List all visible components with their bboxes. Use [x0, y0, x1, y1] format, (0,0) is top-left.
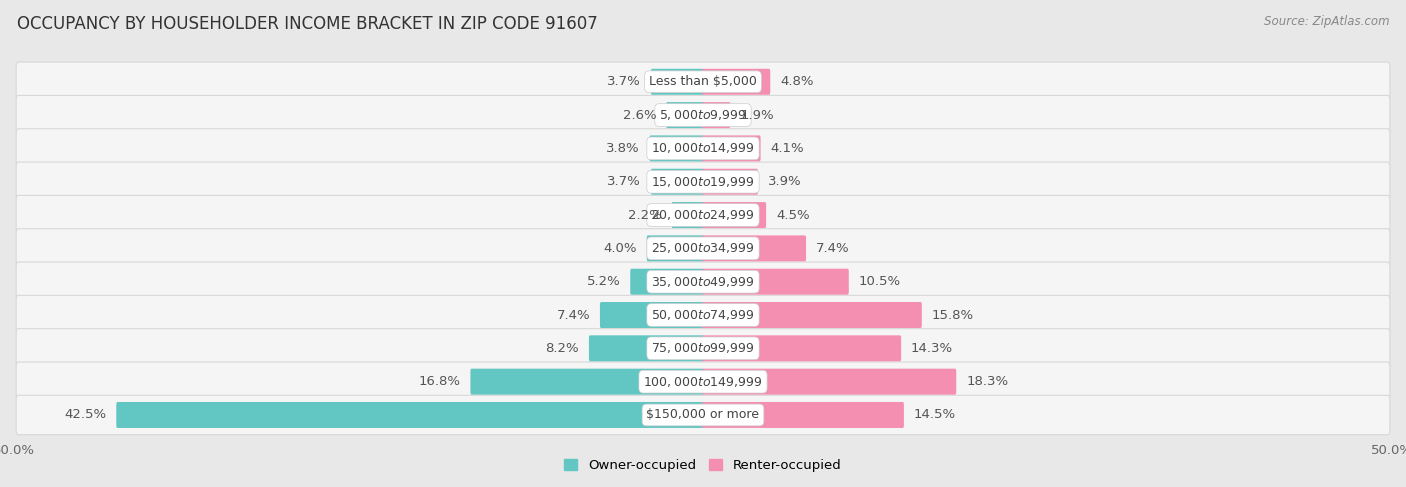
Text: 3.7%: 3.7% [607, 175, 641, 188]
Text: $5,000 to $9,999: $5,000 to $9,999 [659, 108, 747, 122]
FancyBboxPatch shape [702, 102, 730, 128]
Text: 3.8%: 3.8% [606, 142, 640, 155]
FancyBboxPatch shape [672, 202, 704, 228]
Text: 15.8%: 15.8% [932, 308, 974, 321]
FancyBboxPatch shape [15, 295, 1391, 335]
FancyBboxPatch shape [650, 135, 704, 161]
Text: 7.4%: 7.4% [557, 308, 591, 321]
FancyBboxPatch shape [15, 362, 1391, 401]
Text: $10,000 to $14,999: $10,000 to $14,999 [651, 141, 755, 155]
FancyBboxPatch shape [702, 235, 806, 262]
Text: 18.3%: 18.3% [966, 375, 1008, 388]
Text: 4.1%: 4.1% [770, 142, 804, 155]
FancyBboxPatch shape [702, 202, 766, 228]
FancyBboxPatch shape [702, 269, 849, 295]
Text: OCCUPANCY BY HOUSEHOLDER INCOME BRACKET IN ZIP CODE 91607: OCCUPANCY BY HOUSEHOLDER INCOME BRACKET … [17, 15, 598, 33]
Text: $75,000 to $99,999: $75,000 to $99,999 [651, 341, 755, 356]
Text: $15,000 to $19,999: $15,000 to $19,999 [651, 175, 755, 189]
FancyBboxPatch shape [702, 169, 758, 195]
FancyBboxPatch shape [15, 195, 1391, 235]
Text: 3.7%: 3.7% [607, 75, 641, 88]
Text: 8.2%: 8.2% [546, 342, 579, 355]
FancyBboxPatch shape [630, 269, 704, 295]
Text: $50,000 to $74,999: $50,000 to $74,999 [651, 308, 755, 322]
FancyBboxPatch shape [651, 69, 704, 95]
Text: 2.6%: 2.6% [623, 109, 657, 122]
Text: $20,000 to $24,999: $20,000 to $24,999 [651, 208, 755, 222]
FancyBboxPatch shape [471, 369, 704, 394]
FancyBboxPatch shape [702, 402, 904, 428]
FancyBboxPatch shape [702, 135, 761, 161]
Text: Source: ZipAtlas.com: Source: ZipAtlas.com [1264, 15, 1389, 28]
Text: 1.9%: 1.9% [740, 109, 773, 122]
Text: $150,000 or more: $150,000 or more [647, 409, 759, 421]
FancyBboxPatch shape [702, 336, 901, 361]
Text: 42.5%: 42.5% [65, 409, 107, 421]
Text: $25,000 to $34,999: $25,000 to $34,999 [651, 242, 755, 255]
FancyBboxPatch shape [589, 336, 704, 361]
FancyBboxPatch shape [15, 329, 1391, 368]
Text: Less than $5,000: Less than $5,000 [650, 75, 756, 88]
FancyBboxPatch shape [647, 235, 704, 262]
Legend: Owner-occupied, Renter-occupied: Owner-occupied, Renter-occupied [560, 454, 846, 477]
FancyBboxPatch shape [15, 395, 1391, 434]
FancyBboxPatch shape [15, 262, 1391, 301]
FancyBboxPatch shape [702, 69, 770, 95]
Text: 10.5%: 10.5% [859, 275, 901, 288]
FancyBboxPatch shape [651, 169, 704, 195]
Text: 7.4%: 7.4% [815, 242, 849, 255]
Text: 3.9%: 3.9% [768, 175, 801, 188]
FancyBboxPatch shape [117, 402, 704, 428]
FancyBboxPatch shape [15, 95, 1391, 135]
FancyBboxPatch shape [702, 369, 956, 394]
FancyBboxPatch shape [600, 302, 704, 328]
Text: 5.2%: 5.2% [586, 275, 620, 288]
Text: $100,000 to $149,999: $100,000 to $149,999 [644, 375, 762, 389]
FancyBboxPatch shape [15, 129, 1391, 168]
Text: 4.0%: 4.0% [603, 242, 637, 255]
FancyBboxPatch shape [702, 302, 922, 328]
FancyBboxPatch shape [15, 162, 1391, 202]
Text: 4.5%: 4.5% [776, 208, 810, 222]
FancyBboxPatch shape [15, 62, 1391, 101]
Text: 4.8%: 4.8% [780, 75, 814, 88]
FancyBboxPatch shape [15, 229, 1391, 268]
Text: 14.5%: 14.5% [914, 409, 956, 421]
Text: 2.2%: 2.2% [628, 208, 662, 222]
Text: 16.8%: 16.8% [419, 375, 461, 388]
Text: 14.3%: 14.3% [911, 342, 953, 355]
Text: $35,000 to $49,999: $35,000 to $49,999 [651, 275, 755, 289]
FancyBboxPatch shape [666, 102, 704, 128]
